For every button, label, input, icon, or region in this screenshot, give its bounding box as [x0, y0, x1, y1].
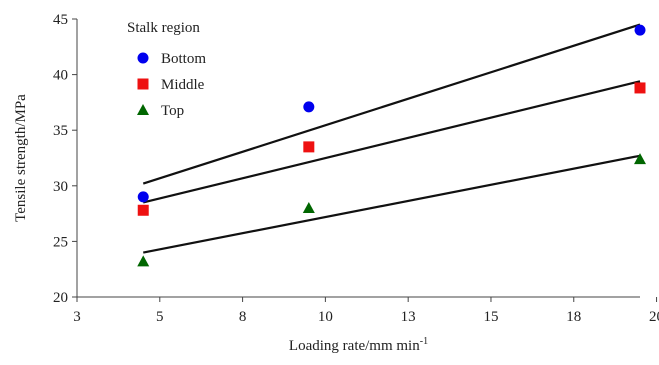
point-bottom: [137, 191, 149, 203]
trendline-middle: [142, 80, 641, 204]
y-axis-label: Tensile strength/MPa: [13, 94, 29, 222]
legend-marker-top: [137, 104, 149, 115]
point-middle: [137, 204, 149, 216]
trendline-bottom: [142, 23, 641, 185]
y-tick-label: 35: [53, 123, 68, 139]
x-axis-label: Loading rate/mm min-1: [289, 336, 428, 354]
x-tick-label: 13: [401, 309, 416, 325]
x-tick-label: 8: [239, 309, 247, 325]
y-ticks: 20 25 30 35 40 45: [53, 12, 77, 306]
y-tick-label: 40: [53, 68, 68, 84]
y-tick-label: 45: [53, 12, 68, 28]
legend-label-bottom: Bottom: [161, 51, 206, 67]
point-top: [302, 202, 315, 214]
x-tick-label: 20: [649, 309, 659, 325]
legend-label-top: Top: [161, 103, 184, 119]
trendlines: [142, 23, 641, 254]
trendline-top: [143, 154, 641, 254]
x-axis-label-text: Loading rate/mm min: [289, 338, 420, 354]
point-middle: [303, 141, 315, 153]
point-top: [137, 255, 150, 267]
data-points: [137, 24, 646, 267]
legend-marker-bottom: [137, 52, 149, 64]
legend: Stalk region Bottom Middle Top: [127, 20, 206, 119]
legend-title: Stalk region: [127, 20, 200, 36]
x-axis-label-exponent: -1: [420, 336, 428, 347]
point-middle: [634, 82, 646, 94]
point-top: [634, 153, 646, 165]
point-bottom: [303, 101, 315, 113]
legend-label-middle: Middle: [161, 77, 205, 93]
x-tick-label: 3: [73, 309, 81, 325]
y-tick-label: 20: [53, 290, 68, 306]
y-tick-label: 25: [53, 234, 68, 250]
axes: [76, 19, 640, 298]
point-bottom: [634, 24, 646, 36]
x-tick-label: 10: [318, 309, 333, 325]
x-tick-label: 5: [156, 309, 164, 325]
y-tick-label: 30: [53, 179, 68, 195]
x-ticks: 3 5 8 10 13 15 18 20: [73, 297, 659, 325]
legend-marker-middle: [137, 78, 149, 90]
x-tick-label: 18: [566, 309, 581, 325]
x-tick-label: 15: [483, 309, 498, 325]
